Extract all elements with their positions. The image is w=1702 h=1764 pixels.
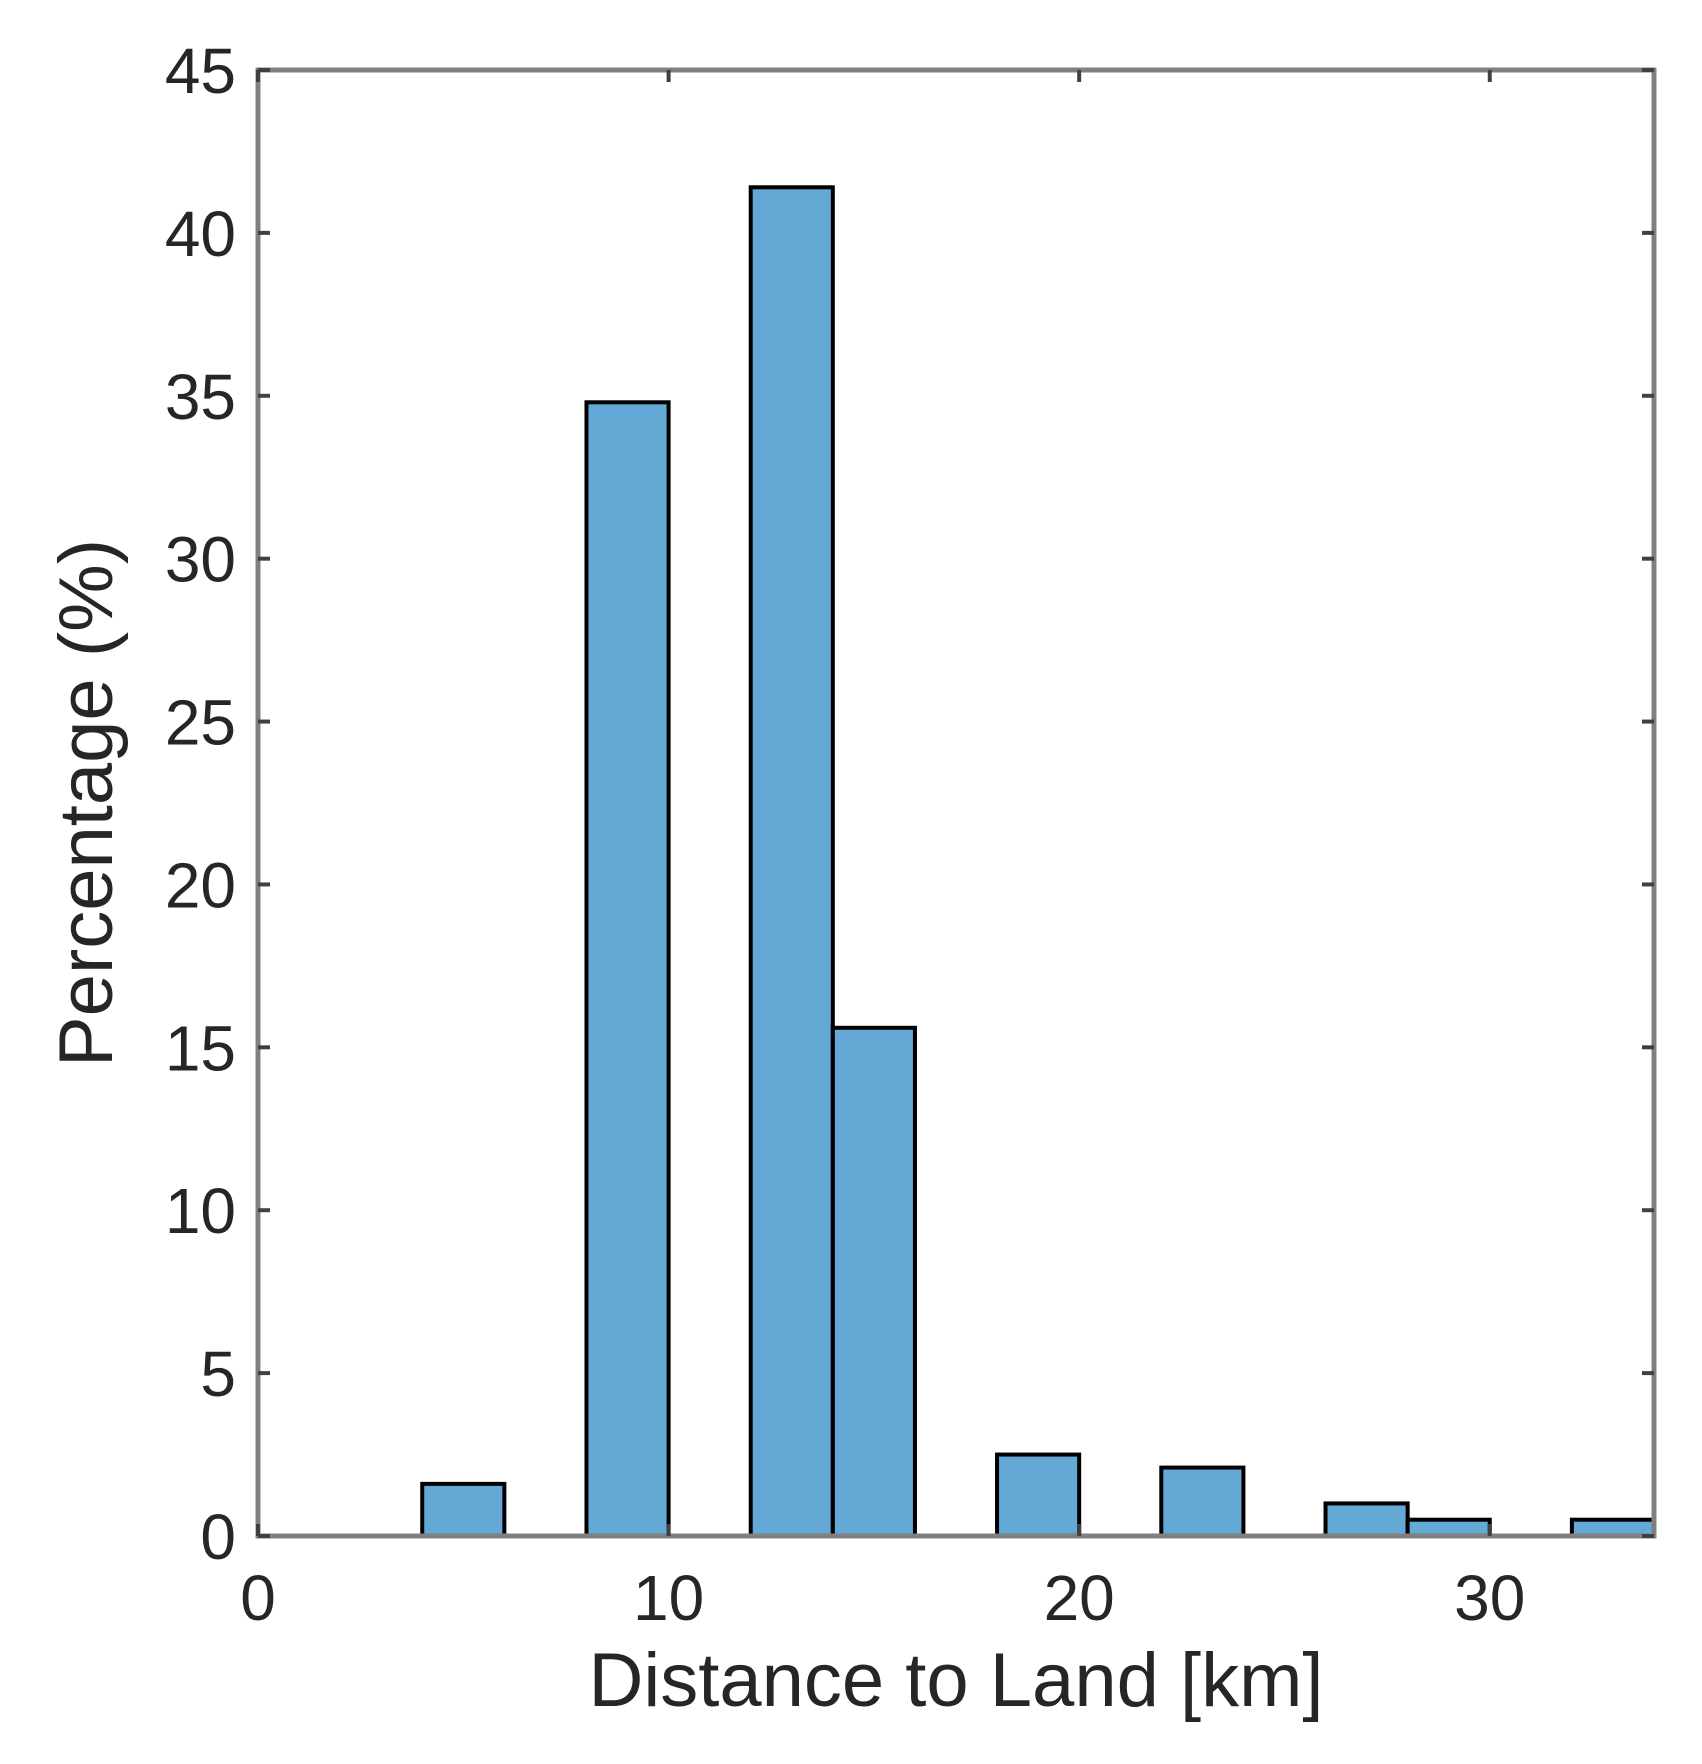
x-tick-label: 0 [240, 1562, 276, 1634]
y-axis-label: Percentage (%) [44, 539, 129, 1067]
histogram-bar-6 [1323, 1501, 1410, 1539]
histogram-bar-2 [748, 185, 835, 1538]
x-axis-label: Distance to Land [km] [588, 1638, 1323, 1723]
histogram-bar-4 [995, 1452, 1082, 1538]
y-tick-label: 5 [200, 1338, 236, 1410]
y-tick-label: 40 [165, 198, 236, 270]
histogram-bar-1 [584, 400, 671, 1538]
y-tick-label: 45 [165, 35, 236, 107]
bars-layer [420, 185, 1656, 1539]
tick-labels-layer: 0 5 10 15 20 25 30 35 40 45 0 10 20 30 [165, 35, 1526, 1634]
plot-frame [255, 67, 1657, 1539]
y-tick-label: 35 [165, 361, 236, 433]
y-tick-label: 10 [165, 1175, 236, 1247]
y-tick-label: 30 [165, 524, 236, 596]
x-tick-label: 20 [1044, 1562, 1115, 1634]
histogram-bar-5 [1159, 1465, 1246, 1538]
y-tick-label: 25 [165, 687, 236, 759]
y-tick-label: 20 [165, 849, 236, 921]
histogram-bar-0 [420, 1481, 507, 1539]
ticks-layer [256, 68, 1654, 1538]
histogram-bar-3 [830, 1025, 917, 1538]
y-tick-label: 0 [200, 1501, 236, 1573]
y-tick-label: 15 [165, 1012, 236, 1084]
x-tick-label: 10 [633, 1562, 704, 1634]
x-tick-label: 30 [1454, 1562, 1525, 1634]
